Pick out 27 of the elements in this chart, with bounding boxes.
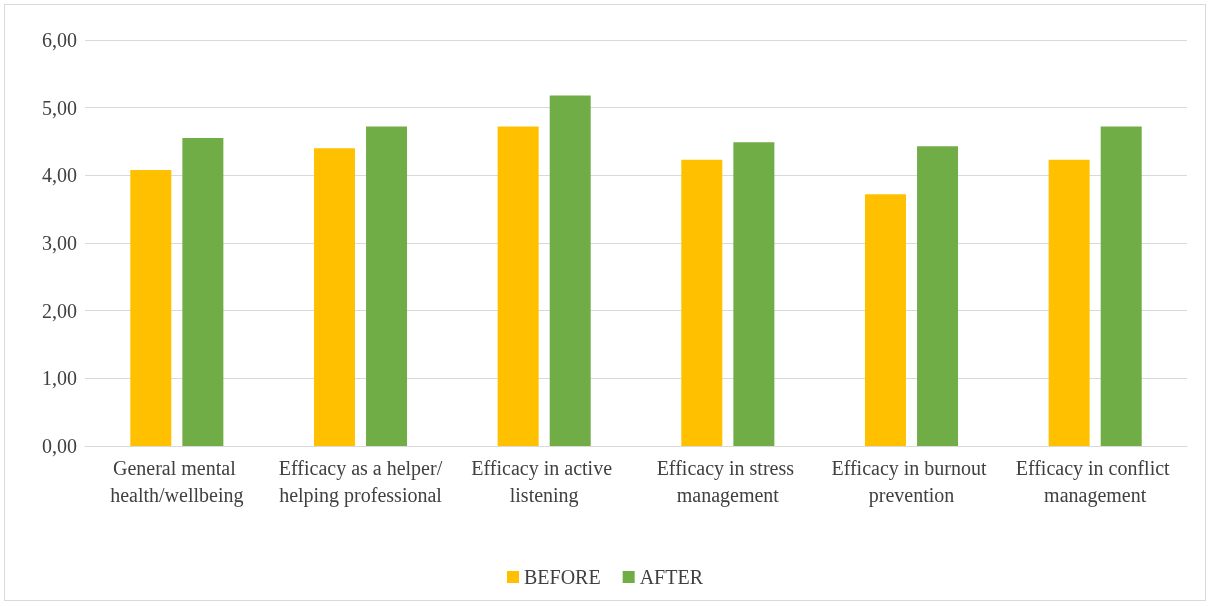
y-tick-label: 6,00 — [42, 29, 77, 51]
y-tick-label: 1,00 — [42, 367, 77, 390]
x-tick-label: Efficacy in active listening — [471, 456, 617, 507]
bar — [1100, 126, 1142, 446]
x-tick-label: General mental health/wellbeing — [110, 456, 244, 507]
x-tick-label: Efficacy as a helper/helping professional — [278, 456, 443, 507]
y-tick-label: 0,00 — [42, 435, 77, 457]
x-tick-label: Efficacy in conflict management — [1015, 456, 1175, 507]
bar — [497, 126, 539, 446]
bar — [182, 138, 224, 446]
bar — [864, 194, 906, 446]
x-tick-label: Efficacy in burnout prevention — [831, 456, 992, 507]
bar — [681, 159, 723, 446]
y-tick-label: 4,00 — [42, 164, 77, 187]
bar — [549, 95, 591, 446]
bar — [130, 169, 172, 446]
y-tick-label: 5,00 — [42, 96, 77, 119]
bar — [733, 142, 775, 446]
legend-label: BEFORE — [523, 566, 601, 588]
y-tick-label: 3,00 — [42, 232, 77, 254]
x-tick-label: Efficacy in stress management — [656, 456, 800, 507]
bar — [917, 146, 959, 446]
bar — [313, 148, 355, 446]
y-tick-label: 2,00 — [42, 299, 77, 322]
legend-label: AFTER — [639, 566, 704, 588]
bar — [366, 126, 408, 446]
bar — [1048, 159, 1090, 446]
